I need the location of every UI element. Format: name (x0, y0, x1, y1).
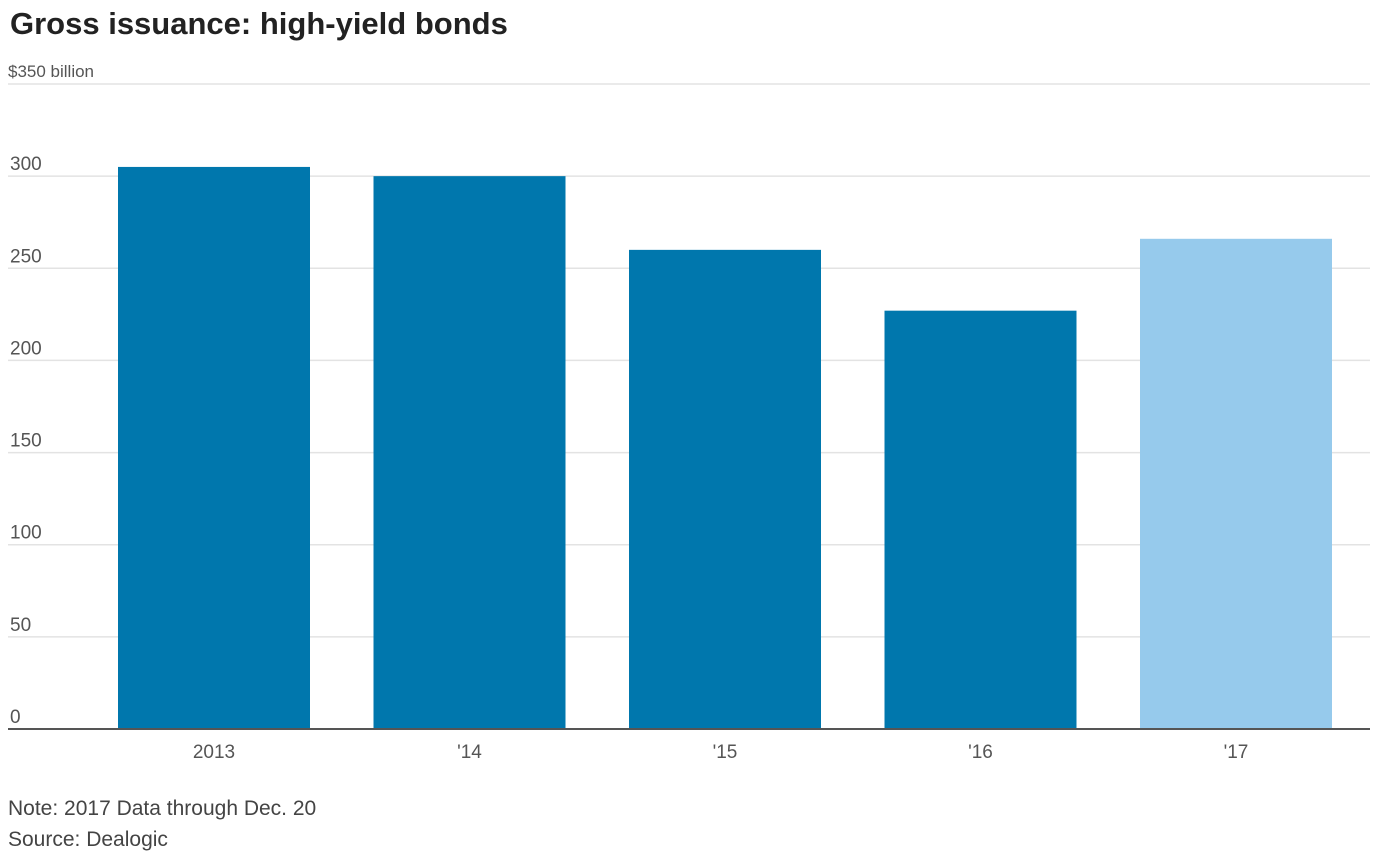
y-tick-label: 300 (10, 154, 42, 175)
bar-chart: 0 50 100 150 200 250 300 2013 '14 '15 '16 '17 (8, 83, 1370, 763)
bar-2 (629, 249, 821, 729)
x-tick-label: 2013 (193, 742, 235, 763)
x-tick-label: '15 (713, 742, 738, 763)
y-axis-unit-label: $350 billion (8, 62, 95, 81)
x-tick-label: '16 (968, 742, 993, 763)
x-tick-label: '17 (1224, 742, 1249, 763)
y-tick-label: 50 (10, 615, 31, 636)
chart-source: Source: Dealogic (8, 828, 168, 851)
bar-4 (1140, 238, 1332, 730)
y-tick-labels: 0 50 100 150 200 250 300 (10, 154, 42, 728)
bars (118, 166, 1332, 730)
y-tick-label: 0 (10, 707, 21, 728)
y-tick-label: 150 (10, 431, 42, 452)
bar-1 (373, 176, 566, 730)
y-tick-label: 200 (10, 338, 42, 359)
bar-3 (884, 310, 1077, 729)
x-tick-label: '14 (457, 742, 482, 763)
y-tick-label: 250 (10, 246, 42, 267)
chart-note: Note: 2017 Data through Dec. 20 (8, 797, 317, 820)
y-tick-label: 100 (10, 523, 42, 544)
chart-title: Gross issuance: high-yield bonds (10, 6, 508, 41)
x-tick-labels: 2013 '14 '15 '16 '17 (193, 742, 1249, 763)
bar-0 (118, 166, 310, 729)
